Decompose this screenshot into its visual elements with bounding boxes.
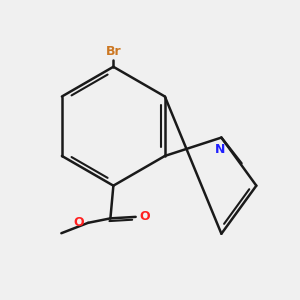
Text: O: O xyxy=(139,210,150,224)
Text: O: O xyxy=(73,216,84,229)
Text: N: N xyxy=(215,143,225,156)
Text: Br: Br xyxy=(106,46,121,59)
